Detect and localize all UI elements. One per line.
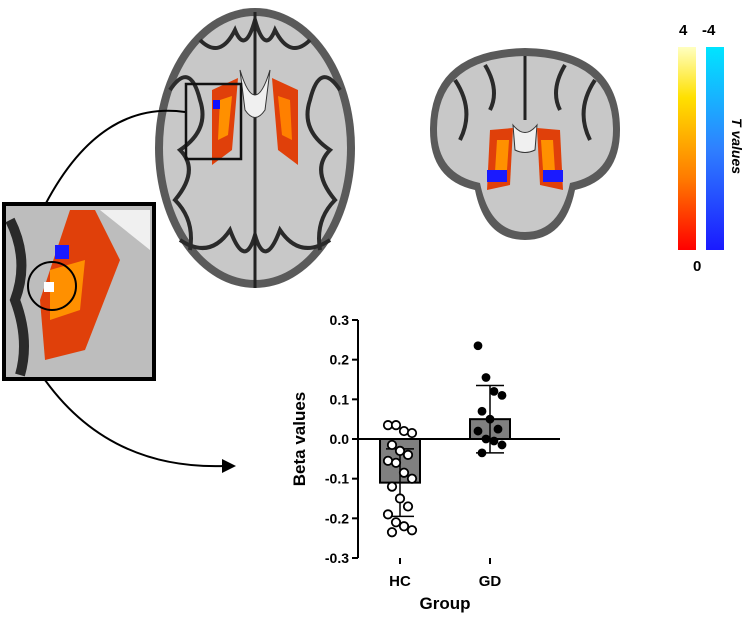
zoom-panel (2, 202, 156, 381)
coronal-brain-image (430, 48, 620, 240)
y-axis-title: Beta values (290, 392, 309, 487)
y-tick-label: 0.1 (330, 391, 350, 407)
data-point (394, 493, 406, 504)
colorbar (678, 47, 724, 250)
colorbar-positive-max: 4 (679, 22, 688, 39)
colorbar-positive (678, 47, 696, 250)
data-point (382, 455, 394, 466)
x-tick-label: HC (389, 573, 411, 590)
colorbar-negative (706, 47, 724, 250)
beta-values-chart: 0.3 0.2 0.1 0.0 -0.1 -0.2 -0.3 HC GD Group Beta va… (290, 312, 560, 613)
data-point (398, 521, 410, 532)
y-tick-label: 0.3 (330, 312, 350, 328)
colorbar-title: T values (729, 118, 745, 175)
data-point (398, 467, 410, 478)
data-point (481, 373, 491, 382)
y-tick-label: 0.2 (330, 352, 350, 368)
data-point (398, 425, 410, 437)
data-point (485, 414, 495, 424)
data-point (386, 527, 398, 538)
data-point (493, 424, 503, 434)
data-point (473, 426, 483, 436)
data-point (489, 436, 499, 446)
y-tick-label: 0.0 (330, 431, 350, 447)
data-point (481, 434, 491, 444)
data-point (386, 439, 398, 451)
y-tick-label: -0.1 (325, 471, 349, 487)
data-point (477, 406, 487, 416)
data-point (394, 445, 406, 456)
data-point (390, 420, 402, 431)
data-point (402, 449, 414, 460)
axial-brain-image (155, 8, 355, 288)
data-point (386, 481, 398, 492)
data-point (497, 390, 507, 400)
data-point (390, 457, 402, 468)
colorbar-min: 0 (693, 258, 702, 275)
data-point (382, 509, 394, 520)
data-point (406, 473, 418, 484)
data-point (489, 387, 499, 396)
data-point (497, 440, 507, 450)
y-tick-label: -0.2 (325, 510, 349, 526)
data-point (390, 517, 402, 528)
data-point (473, 341, 483, 351)
data-point (406, 427, 418, 439)
colorbar-negative-max: -4 (702, 22, 716, 39)
data-point (406, 525, 418, 536)
x-tick-label: GD (479, 573, 502, 590)
data-point (477, 448, 487, 458)
x-axis-title: Group (420, 594, 471, 613)
data-point (402, 501, 414, 512)
y-tick-label: -0.3 (325, 550, 349, 566)
zoom-box-outline (184, 82, 243, 161)
